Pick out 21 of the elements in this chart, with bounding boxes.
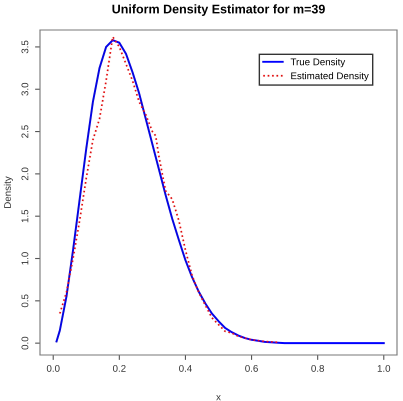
chart-title: Uniform Density Estimator for m=39 — [112, 4, 325, 16]
y-tick-label: 0.0 — [21, 336, 28, 350]
x-tick-label: 0.2 — [112, 364, 126, 372]
legend-label: True Density — [290, 58, 346, 68]
y-tick-label: 2.5 — [21, 125, 28, 138]
x-tick-label: 0.0 — [46, 364, 60, 372]
legend-label: Estimated Density — [291, 72, 369, 82]
line-series — [56, 39, 385, 344]
y-tick-label: 3.5 — [21, 40, 28, 54]
x-tick-label: 0.4 — [179, 364, 192, 372]
y-tick-label: 2.0 — [21, 168, 28, 180]
y-tick-label: 3.0 — [21, 82, 28, 96]
x-axis-title: x — [216, 395, 221, 400]
x-tick-label: 0.8 — [311, 364, 324, 372]
x-tick-label: 0.6 — [245, 364, 258, 372]
y-axis-title: Density — [4, 176, 13, 208]
line-series — [59, 36, 279, 344]
y-tick-label: 1.5 — [22, 210, 28, 222]
y-tick-label: 1.0 — [21, 252, 28, 265]
y-tick-label: 0.5 — [21, 294, 28, 308]
x-tick-label: 1.0 — [378, 364, 390, 372]
